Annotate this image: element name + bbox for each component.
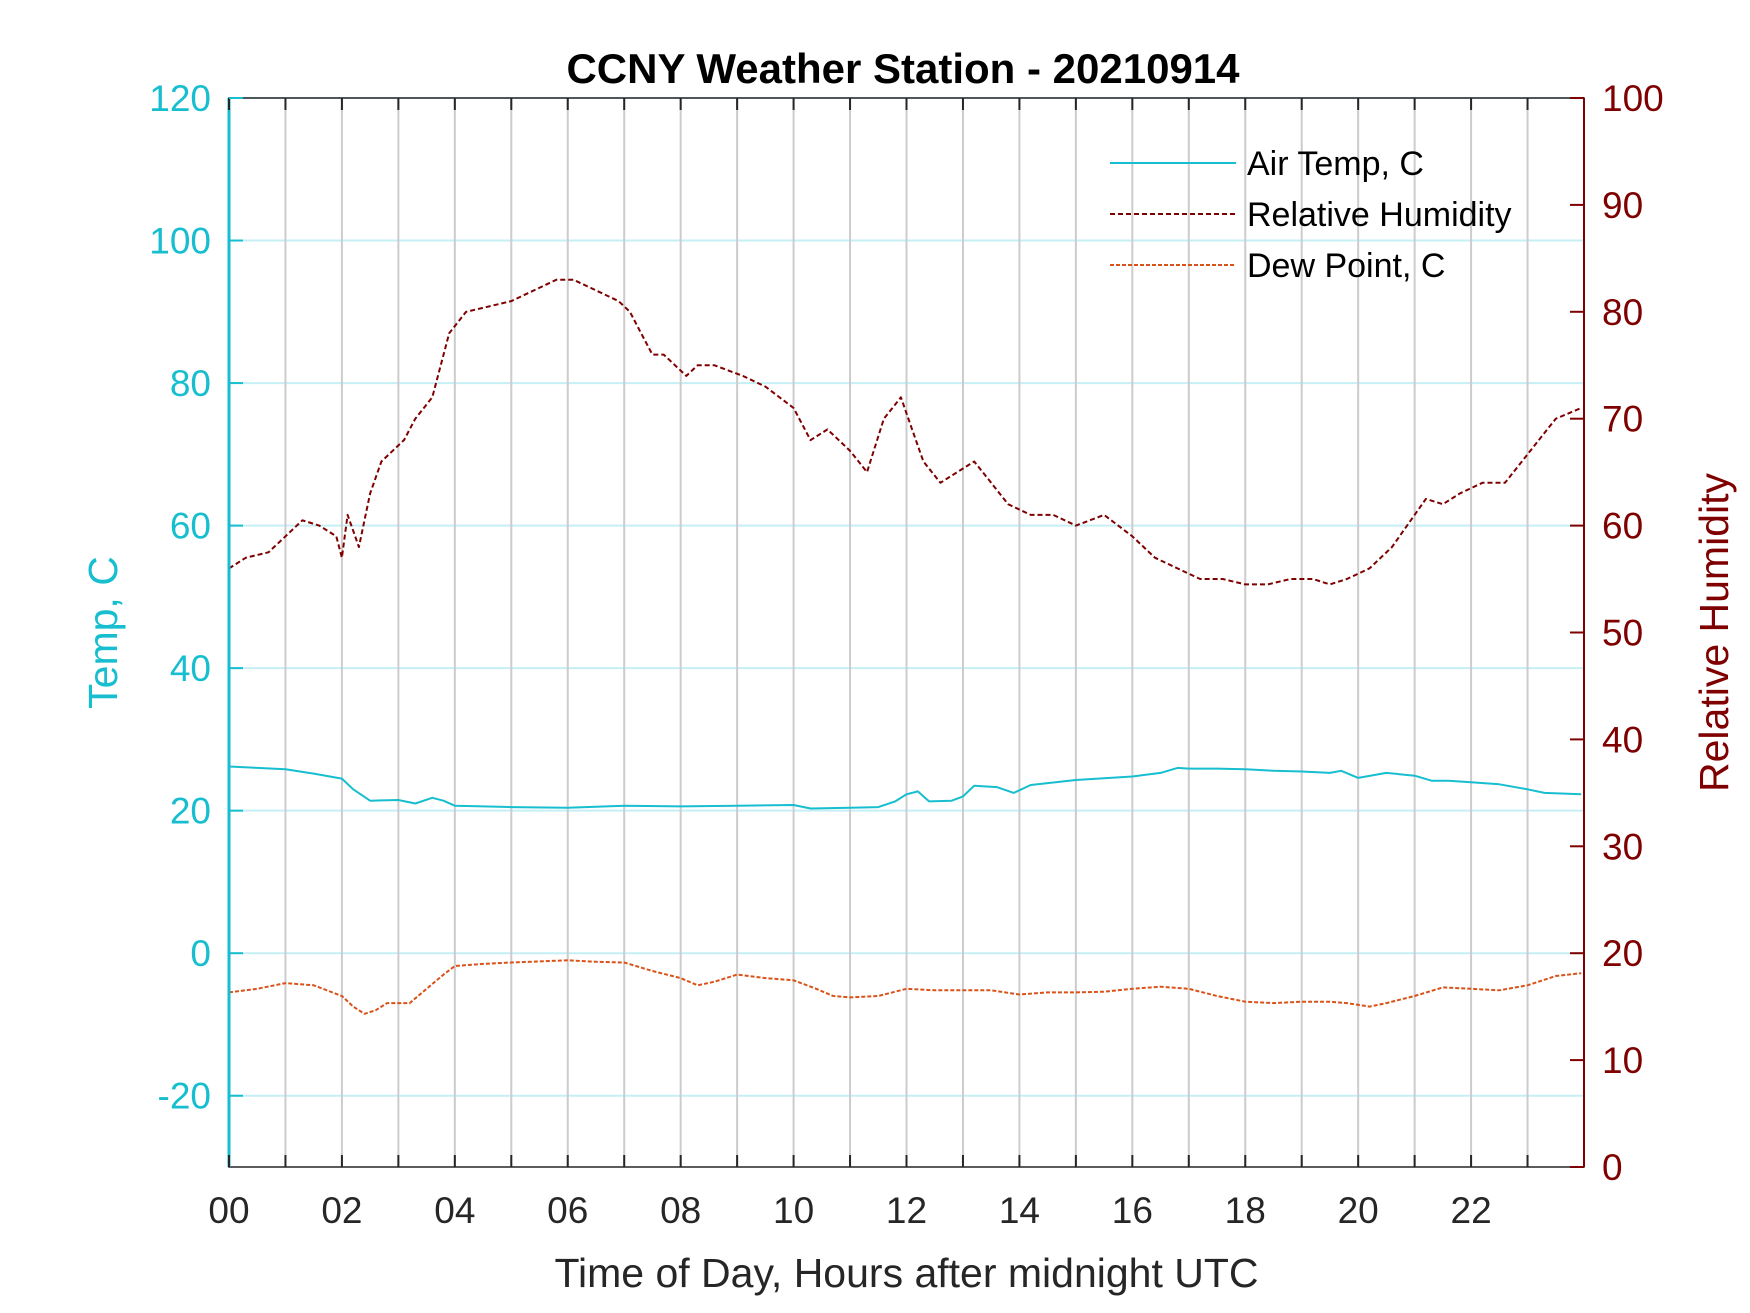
right-tick-label: 60 <box>1602 506 1643 547</box>
legend-label-0: Air Temp, C <box>1247 145 1424 183</box>
right-tick-label: 50 <box>1602 613 1643 654</box>
left-tick-label: 40 <box>170 648 211 689</box>
right-tick-label: 80 <box>1602 292 1643 333</box>
chart-title: CCNY Weather Station - 20210914 <box>566 45 1240 92</box>
x-tick-label: 10 <box>773 1190 814 1231</box>
series-lines <box>228 278 1582 1015</box>
right-tick-label: 0 <box>1602 1147 1623 1188</box>
x-tick-label: 08 <box>660 1190 701 1231</box>
series-line-0 <box>228 765 1582 810</box>
series-line-1 <box>228 278 1582 586</box>
legend: Air Temp, C Relative Humidity Dew Point, C <box>1110 145 1512 285</box>
x-tick-label: 18 <box>1225 1190 1266 1231</box>
x-tick-label: 12 <box>886 1190 927 1231</box>
legend-label-2: Dew Point, C <box>1247 247 1445 285</box>
left-tick-label: 100 <box>149 221 211 262</box>
left-tick-label: 20 <box>170 791 211 832</box>
x-tick-label: 06 <box>547 1190 588 1231</box>
right-tick-label: 40 <box>1602 719 1643 760</box>
x-axis-ticks: 00 02 04 06 08 10 12 14 16 18 20 22 <box>208 98 1529 1231</box>
x-tick-label: 20 <box>1338 1190 1379 1231</box>
right-tick-label: 90 <box>1602 185 1643 226</box>
left-tick-label: 120 <box>149 78 211 119</box>
x-tick-label: 00 <box>208 1190 249 1231</box>
legend-label-1: Relative Humidity <box>1247 196 1512 234</box>
y-axis-label-right: Relative Humidity <box>1691 473 1737 792</box>
left-tick-label: 80 <box>170 363 211 404</box>
right-tick-label: 100 <box>1602 78 1664 119</box>
x-tick-label: 22 <box>1451 1190 1492 1231</box>
series-line-2 <box>228 959 1582 1015</box>
right-tick-label: 10 <box>1602 1040 1643 1081</box>
right-tick-label: 20 <box>1602 933 1643 974</box>
y-axis-label-left: Temp, C <box>80 556 126 709</box>
x-axis-label: Time of Day, Hours after midnight UTC <box>554 1250 1258 1296</box>
left-tick-label: 0 <box>190 933 211 974</box>
left-tick-label: 60 <box>170 506 211 547</box>
x-tick-label: 14 <box>999 1190 1040 1231</box>
right-axis-ticks: 0 10 20 30 40 50 60 70 80 90 100 <box>1570 78 1664 1188</box>
x-tick-label: 16 <box>1112 1190 1153 1231</box>
vertical-grid <box>284 98 1529 1167</box>
right-tick-label: 30 <box>1602 826 1643 867</box>
right-tick-label: 70 <box>1602 399 1643 440</box>
left-tick-label: -20 <box>158 1076 211 1117</box>
left-axis-ticks: -20 0 20 40 60 80 100 120 <box>149 78 243 1117</box>
x-tick-label: 04 <box>434 1190 475 1231</box>
x-tick-label: 02 <box>321 1190 362 1231</box>
